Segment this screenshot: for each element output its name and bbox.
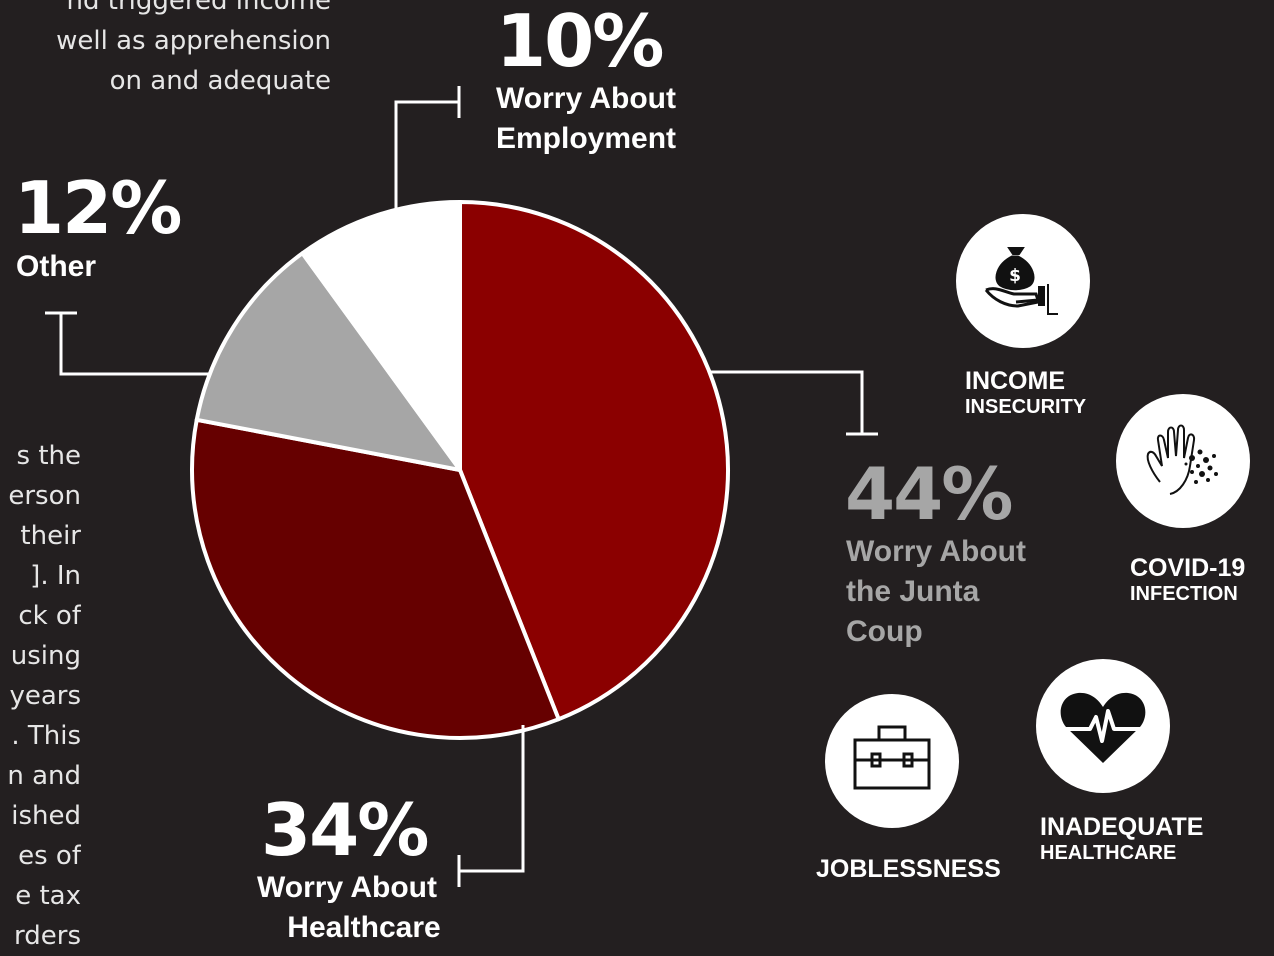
leader-line-healthcare [457,725,525,887]
caption-line: Worry About [496,82,676,115]
percent-employment: 10% [496,0,664,83]
covid-infection-badge [1116,394,1250,528]
paragraph-line: erson [8,481,81,511]
caption-line: Worry About [846,535,1026,568]
caption-line: Employment [496,122,677,155]
caption-other: Other [16,247,96,287]
paragraph-line: ]. In [30,561,81,591]
inadequate-healthcare-badge [1036,659,1170,793]
virus-hand-icon [1146,424,1218,495]
label-line: INCOME [965,367,1065,395]
paragraph-line: their [20,521,81,551]
label-line: HEALTHCARE [1040,842,1177,864]
paragraph-left: s the erson their ]. In ck of using year… [0,436,81,956]
heartbeat-icon [1058,692,1148,763]
pie-slice-2 [194,251,462,472]
leader-line-employment [394,86,461,218]
label-line: JOBLESSNESS [816,855,1001,883]
pie-slices [190,200,730,740]
money-bag-hand-icon: $ [984,247,1058,315]
briefcase-icon [853,725,931,790]
caption-line: the Junta [846,575,980,608]
leader-line-other [45,311,210,376]
income-insecurity-badge: $ [956,214,1090,348]
joblessness-label: JOBLESSNESS [816,855,1001,883]
caption-junta: Worry About the Junta Coup [846,532,1026,652]
paragraph-line: using [10,641,81,671]
inadequate-healthcare-label: INADEQUATE HEALTHCARE [1040,813,1203,865]
paragraph-line: . This [11,721,81,751]
caption-healthcare: Worry About Healthcare [229,868,465,948]
paragraph-line: e tax [15,881,81,911]
paragraph-line: ished [11,801,81,831]
label-line: INSECURITY [965,396,1087,418]
percent-junta: 44% [845,452,1013,536]
label-line: COVID-19 [1130,554,1246,582]
covid-infection-label: COVID-19 INFECTION [1130,554,1245,606]
income-insecurity-label: INCOME INSECURITY [965,367,1086,419]
joblessness-badge [825,694,959,828]
paragraph-line: n and [7,761,81,791]
percent-other: 12% [14,166,182,250]
paragraph-top: nd triggered income well as apprehension… [0,0,331,101]
leader-line-junta [708,370,878,436]
pie-slice-0 [458,200,730,722]
paragraph-line: es of [18,841,81,871]
paragraph-line: well as apprehension [56,26,331,56]
caption-employment: Worry About Employment [496,79,676,159]
caption-line: Worry About [257,871,437,904]
percent-healthcare: 34% [261,788,429,872]
caption-line: Healthcare [287,911,441,944]
paragraph-line: on and adequate [109,66,331,96]
pie-slice-1 [190,417,561,740]
paragraph-line: years [9,681,81,711]
caption-line: Other [16,250,97,283]
caption-line: Coup [846,615,923,648]
svg-text:$: $ [1009,266,1021,286]
leader-lines [45,86,878,887]
label-line: INADEQUATE [1040,813,1204,841]
paragraph-line: s the [16,441,81,471]
paragraph-line: nd triggered income [66,0,331,16]
paragraph-line: ck of [18,601,81,631]
label-line: INFECTION [1130,583,1238,605]
pie-slice-3 [300,200,462,472]
